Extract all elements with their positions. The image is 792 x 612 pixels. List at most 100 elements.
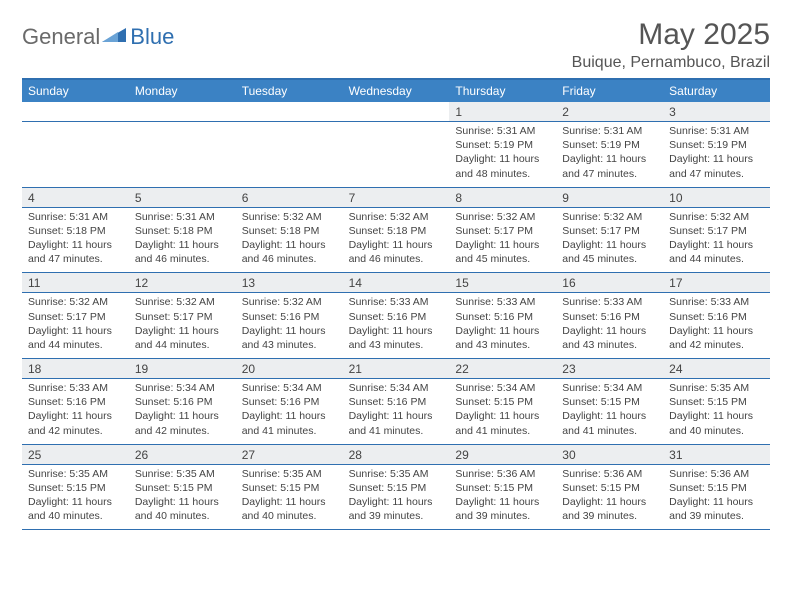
day-number-cell: 15 bbox=[449, 273, 556, 292]
day-detail-cell: Sunrise: 5:32 AMSunset: 5:17 PMDaylight:… bbox=[449, 208, 556, 273]
day-detail-cell: Sunrise: 5:34 AMSunset: 5:15 PMDaylight:… bbox=[556, 379, 663, 444]
day-number-cell: 18 bbox=[22, 359, 129, 378]
sunrise-line: Sunrise: 5:31 AM bbox=[669, 124, 764, 138]
sunrise-line: Sunrise: 5:34 AM bbox=[455, 381, 550, 395]
day-detail-cell: Sunrise: 5:33 AMSunset: 5:16 PMDaylight:… bbox=[663, 293, 770, 358]
day-number-cell bbox=[236, 102, 343, 121]
weekday-header: Friday bbox=[556, 80, 663, 102]
brand-part2: Blue bbox=[130, 24, 174, 50]
day-detail-cell: Sunrise: 5:35 AMSunset: 5:15 PMDaylight:… bbox=[663, 379, 770, 444]
sunrise-line: Sunrise: 5:35 AM bbox=[28, 467, 123, 481]
day-number-cell: 14 bbox=[343, 273, 450, 292]
sunrise-line: Sunrise: 5:32 AM bbox=[135, 295, 230, 309]
sunrise-line: Sunrise: 5:35 AM bbox=[135, 467, 230, 481]
daylight-line: Daylight: 11 hours and 45 minutes. bbox=[455, 238, 550, 266]
sunset-line: Sunset: 5:15 PM bbox=[562, 481, 657, 495]
sunset-line: Sunset: 5:19 PM bbox=[562, 138, 657, 152]
brand-part1: General bbox=[22, 24, 100, 50]
day-detail-cell: Sunrise: 5:31 AMSunset: 5:19 PMDaylight:… bbox=[663, 122, 770, 187]
sunset-line: Sunset: 5:15 PM bbox=[562, 395, 657, 409]
day-detail-cell: Sunrise: 5:32 AMSunset: 5:16 PMDaylight:… bbox=[236, 293, 343, 358]
sunset-line: Sunset: 5:17 PM bbox=[669, 224, 764, 238]
daylight-line: Daylight: 11 hours and 47 minutes. bbox=[669, 152, 764, 180]
sunrise-line: Sunrise: 5:36 AM bbox=[669, 467, 764, 481]
day-detail-cell bbox=[343, 122, 450, 187]
day-number-cell: 5 bbox=[129, 188, 236, 207]
day-detail-cell: Sunrise: 5:31 AMSunset: 5:19 PMDaylight:… bbox=[449, 122, 556, 187]
day-detail-cell: Sunrise: 5:31 AMSunset: 5:18 PMDaylight:… bbox=[129, 208, 236, 273]
day-detail-cell: Sunrise: 5:36 AMSunset: 5:15 PMDaylight:… bbox=[663, 465, 770, 530]
daylight-line: Daylight: 11 hours and 42 minutes. bbox=[135, 409, 230, 437]
sunrise-line: Sunrise: 5:32 AM bbox=[242, 210, 337, 224]
sunrise-line: Sunrise: 5:35 AM bbox=[349, 467, 444, 481]
day-detail-cell: Sunrise: 5:34 AMSunset: 5:15 PMDaylight:… bbox=[449, 379, 556, 444]
day-number-cell: 19 bbox=[129, 359, 236, 378]
sunset-line: Sunset: 5:16 PM bbox=[242, 310, 337, 324]
day-number-cell: 22 bbox=[449, 359, 556, 378]
sunrise-line: Sunrise: 5:34 AM bbox=[349, 381, 444, 395]
sunrise-line: Sunrise: 5:33 AM bbox=[349, 295, 444, 309]
day-detail-cell: Sunrise: 5:33 AMSunset: 5:16 PMDaylight:… bbox=[343, 293, 450, 358]
brand-logo: General Blue bbox=[22, 18, 174, 50]
day-number-cell: 8 bbox=[449, 188, 556, 207]
day-number-cell: 30 bbox=[556, 445, 663, 464]
day-detail-cell: Sunrise: 5:35 AMSunset: 5:15 PMDaylight:… bbox=[22, 465, 129, 530]
day-detail-cell: Sunrise: 5:35 AMSunset: 5:15 PMDaylight:… bbox=[236, 465, 343, 530]
sunrise-line: Sunrise: 5:36 AM bbox=[562, 467, 657, 481]
day-detail-cell: Sunrise: 5:31 AMSunset: 5:18 PMDaylight:… bbox=[22, 208, 129, 273]
daylight-line: Daylight: 11 hours and 41 minutes. bbox=[242, 409, 337, 437]
day-detail-cell: Sunrise: 5:33 AMSunset: 5:16 PMDaylight:… bbox=[556, 293, 663, 358]
sunrise-line: Sunrise: 5:36 AM bbox=[455, 467, 550, 481]
sunrise-line: Sunrise: 5:32 AM bbox=[242, 295, 337, 309]
sunrise-line: Sunrise: 5:34 AM bbox=[242, 381, 337, 395]
sunrise-line: Sunrise: 5:34 AM bbox=[135, 381, 230, 395]
day-detail-cell: Sunrise: 5:36 AMSunset: 5:15 PMDaylight:… bbox=[556, 465, 663, 530]
sunrise-line: Sunrise: 5:33 AM bbox=[562, 295, 657, 309]
daylight-line: Daylight: 11 hours and 48 minutes. bbox=[455, 152, 550, 180]
sunset-line: Sunset: 5:18 PM bbox=[349, 224, 444, 238]
weekday-header: Saturday bbox=[663, 80, 770, 102]
sunrise-line: Sunrise: 5:31 AM bbox=[28, 210, 123, 224]
sunset-line: Sunset: 5:16 PM bbox=[28, 395, 123, 409]
daylight-line: Daylight: 11 hours and 43 minutes. bbox=[242, 324, 337, 352]
daylight-line: Daylight: 11 hours and 40 minutes. bbox=[28, 495, 123, 523]
daylight-line: Daylight: 11 hours and 47 minutes. bbox=[28, 238, 123, 266]
day-detail-cell bbox=[22, 122, 129, 187]
sunset-line: Sunset: 5:16 PM bbox=[135, 395, 230, 409]
day-detail-cell bbox=[236, 122, 343, 187]
detail-row: Sunrise: 5:33 AMSunset: 5:16 PMDaylight:… bbox=[22, 379, 770, 445]
sunset-line: Sunset: 5:19 PM bbox=[669, 138, 764, 152]
sunrise-line: Sunrise: 5:32 AM bbox=[669, 210, 764, 224]
day-detail-cell: Sunrise: 5:32 AMSunset: 5:17 PMDaylight:… bbox=[663, 208, 770, 273]
day-detail-cell: Sunrise: 5:32 AMSunset: 5:17 PMDaylight:… bbox=[129, 293, 236, 358]
day-number-cell: 6 bbox=[236, 188, 343, 207]
sunset-line: Sunset: 5:16 PM bbox=[669, 310, 764, 324]
daylight-line: Daylight: 11 hours and 40 minutes. bbox=[135, 495, 230, 523]
day-detail-cell: Sunrise: 5:32 AMSunset: 5:17 PMDaylight:… bbox=[556, 208, 663, 273]
day-number-cell: 1 bbox=[449, 102, 556, 121]
day-number-cell: 28 bbox=[343, 445, 450, 464]
day-detail-cell bbox=[129, 122, 236, 187]
daylight-line: Daylight: 11 hours and 39 minutes. bbox=[455, 495, 550, 523]
daynum-row: 18192021222324 bbox=[22, 359, 770, 379]
sunset-line: Sunset: 5:16 PM bbox=[455, 310, 550, 324]
sunset-line: Sunset: 5:18 PM bbox=[135, 224, 230, 238]
day-detail-cell: Sunrise: 5:34 AMSunset: 5:16 PMDaylight:… bbox=[129, 379, 236, 444]
day-detail-cell: Sunrise: 5:32 AMSunset: 5:17 PMDaylight:… bbox=[22, 293, 129, 358]
sunset-line: Sunset: 5:15 PM bbox=[242, 481, 337, 495]
sunrise-line: Sunrise: 5:31 AM bbox=[562, 124, 657, 138]
weekday-header: Thursday bbox=[449, 80, 556, 102]
sunset-line: Sunset: 5:15 PM bbox=[669, 481, 764, 495]
day-number-cell: 10 bbox=[663, 188, 770, 207]
daylight-line: Daylight: 11 hours and 39 minutes. bbox=[669, 495, 764, 523]
day-number-cell: 9 bbox=[556, 188, 663, 207]
daylight-line: Daylight: 11 hours and 44 minutes. bbox=[135, 324, 230, 352]
sunrise-line: Sunrise: 5:35 AM bbox=[669, 381, 764, 395]
sunrise-line: Sunrise: 5:32 AM bbox=[562, 210, 657, 224]
detail-row: Sunrise: 5:32 AMSunset: 5:17 PMDaylight:… bbox=[22, 293, 770, 359]
day-number-cell: 27 bbox=[236, 445, 343, 464]
daylight-line: Daylight: 11 hours and 45 minutes. bbox=[562, 238, 657, 266]
day-number-cell: 20 bbox=[236, 359, 343, 378]
sunset-line: Sunset: 5:15 PM bbox=[455, 395, 550, 409]
sunset-line: Sunset: 5:17 PM bbox=[455, 224, 550, 238]
